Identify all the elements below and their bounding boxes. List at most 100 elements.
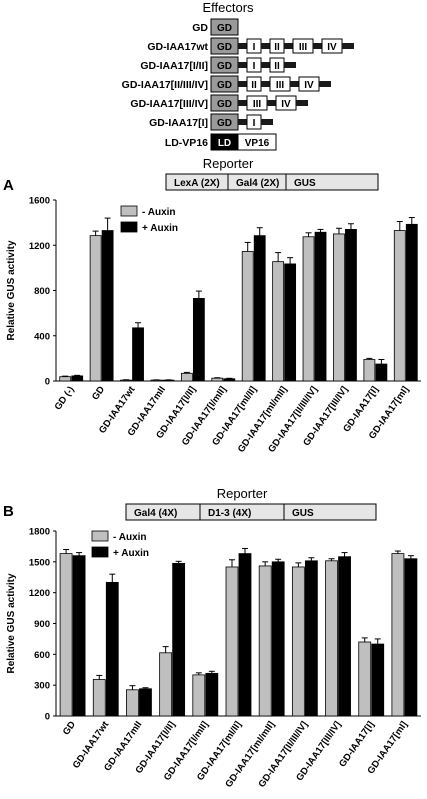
bar-plus-auxin bbox=[375, 363, 388, 382]
domain-label: II bbox=[274, 61, 280, 72]
reporter-part-label: GUS bbox=[292, 508, 314, 519]
y-tick-label: 300 bbox=[34, 681, 50, 692]
bar-plus-auxin bbox=[345, 229, 357, 382]
legend-swatch-minus bbox=[120, 205, 138, 217]
bar-plus-auxin bbox=[172, 562, 186, 717]
y-tick-label: 1200 bbox=[29, 241, 50, 252]
bar-plus-auxin bbox=[404, 558, 418, 717]
bar-minus-auxin bbox=[391, 553, 405, 717]
reporter-part-box bbox=[283, 503, 377, 521]
bar-plus-auxin bbox=[205, 672, 219, 717]
domain-label: III bbox=[276, 80, 285, 91]
gd-domain-label: GD bbox=[217, 80, 232, 91]
linker-segment bbox=[267, 100, 276, 106]
reporter-part-box bbox=[285, 173, 379, 191]
linker-segment bbox=[238, 43, 247, 49]
gd-domain-label: GD bbox=[217, 61, 232, 72]
effector-label: GD-IAA17[III/IV] bbox=[130, 98, 208, 110]
legend-swatch-plus bbox=[91, 546, 109, 558]
legend-swatch-plus bbox=[120, 221, 138, 233]
reporter-part-label: Gal4 (4X) bbox=[134, 508, 177, 519]
linker-segment bbox=[284, 62, 296, 68]
linker-segment bbox=[261, 119, 273, 125]
reporter-part-label: D1-3 (4X) bbox=[208, 508, 251, 519]
bar-plus-auxin bbox=[238, 553, 252, 717]
y-tick-label: 600 bbox=[34, 650, 50, 661]
panel-letter: B bbox=[3, 503, 14, 520]
vp16-label: VP16 bbox=[245, 138, 270, 149]
ld-domain-label: LD bbox=[218, 138, 231, 149]
effector-label: GD bbox=[192, 22, 208, 34]
linker-segment bbox=[238, 62, 247, 68]
bar-minus-auxin bbox=[126, 689, 139, 717]
bar-plus-auxin bbox=[72, 555, 86, 717]
y-tick-label: 0 bbox=[45, 377, 50, 388]
legend-label: + Auxin bbox=[142, 223, 178, 234]
bar-minus-auxin bbox=[159, 652, 173, 717]
bar-plus-auxin bbox=[304, 560, 318, 717]
panel-letter: A bbox=[3, 177, 14, 194]
panel-b: Reporter Gal4 (4X) D1-3 (4X) GUS B 0 300 600 900… bbox=[3, 486, 421, 790]
domain-label: I bbox=[253, 118, 256, 129]
linker-segment bbox=[261, 43, 270, 49]
reporter-part-label: LexA (2X) bbox=[174, 178, 220, 189]
effector-label: GD-IAA17[II/III/IV] bbox=[122, 79, 208, 91]
effector-label: GD-IAA17[I] bbox=[149, 117, 208, 129]
panel-a: Reporter LexA (2X) Gal4 (2X) GUS A 0 400 800 120… bbox=[3, 156, 421, 455]
bar-minus-auxin bbox=[59, 553, 73, 717]
bar-plus-auxin bbox=[192, 298, 205, 382]
legend-swatch-minus bbox=[91, 530, 109, 542]
linker-segment bbox=[342, 43, 354, 49]
bar-minus-auxin bbox=[258, 565, 272, 717]
gd-domain-box bbox=[210, 18, 239, 36]
domain-label: III bbox=[299, 42, 308, 53]
linker-segment bbox=[296, 100, 308, 106]
y-tick-label: 900 bbox=[34, 619, 50, 630]
bar-plus-auxin bbox=[405, 223, 418, 382]
bar-minus-auxin bbox=[333, 233, 345, 382]
linker-segment bbox=[238, 119, 247, 125]
legend-label: - Auxin bbox=[142, 207, 176, 218]
domain-label: I bbox=[253, 61, 256, 72]
bar-minus-auxin bbox=[225, 566, 239, 717]
gd-domain-label: GD bbox=[217, 42, 232, 53]
domain-label: III bbox=[253, 99, 262, 110]
domain-label: IV bbox=[304, 80, 314, 91]
y-tick-label: 800 bbox=[34, 286, 50, 297]
effector-label: LD-VP16 bbox=[165, 137, 208, 149]
bar-minus-auxin bbox=[358, 641, 372, 717]
y-tick-label: 1200 bbox=[29, 588, 50, 599]
legend-label: + Auxin bbox=[113, 548, 149, 559]
reporter-title: Reporter bbox=[203, 156, 254, 171]
gd-domain-label: GD bbox=[217, 23, 232, 34]
domain-label: II bbox=[251, 80, 257, 91]
bar-minus-auxin bbox=[302, 236, 315, 382]
legend-label: - Auxin bbox=[113, 532, 147, 543]
linker-segment bbox=[261, 62, 270, 68]
category-label: GD bbox=[61, 719, 78, 737]
bar-plus-auxin bbox=[338, 556, 351, 717]
bar-minus-auxin bbox=[92, 679, 106, 717]
y-axis-label: Relative GUS activity bbox=[6, 240, 17, 340]
domain-label: IV bbox=[327, 42, 337, 53]
bar-minus-auxin bbox=[180, 372, 193, 382]
domain-label: IV bbox=[281, 99, 291, 110]
gd-domain-label: GD bbox=[217, 99, 232, 110]
bar-plus-auxin bbox=[71, 375, 84, 382]
linker-segment bbox=[290, 81, 299, 87]
linker-segment bbox=[319, 81, 331, 87]
reporter-part-label: Gal4 (2X) bbox=[236, 178, 279, 189]
vp16-box bbox=[237, 133, 277, 151]
bar-minus-auxin bbox=[291, 566, 305, 717]
bar-plus-auxin bbox=[132, 327, 144, 382]
bar-plus-auxin bbox=[271, 561, 285, 717]
reporter-part-label: GUS bbox=[294, 178, 316, 189]
y-axis-label: Relative GUS activity bbox=[6, 573, 17, 673]
linker-segment bbox=[284, 43, 293, 49]
bar-minus-auxin bbox=[59, 376, 72, 382]
reporter-title: Reporter bbox=[217, 486, 268, 501]
linker-segment bbox=[238, 81, 247, 87]
bar-minus-auxin bbox=[89, 235, 102, 382]
